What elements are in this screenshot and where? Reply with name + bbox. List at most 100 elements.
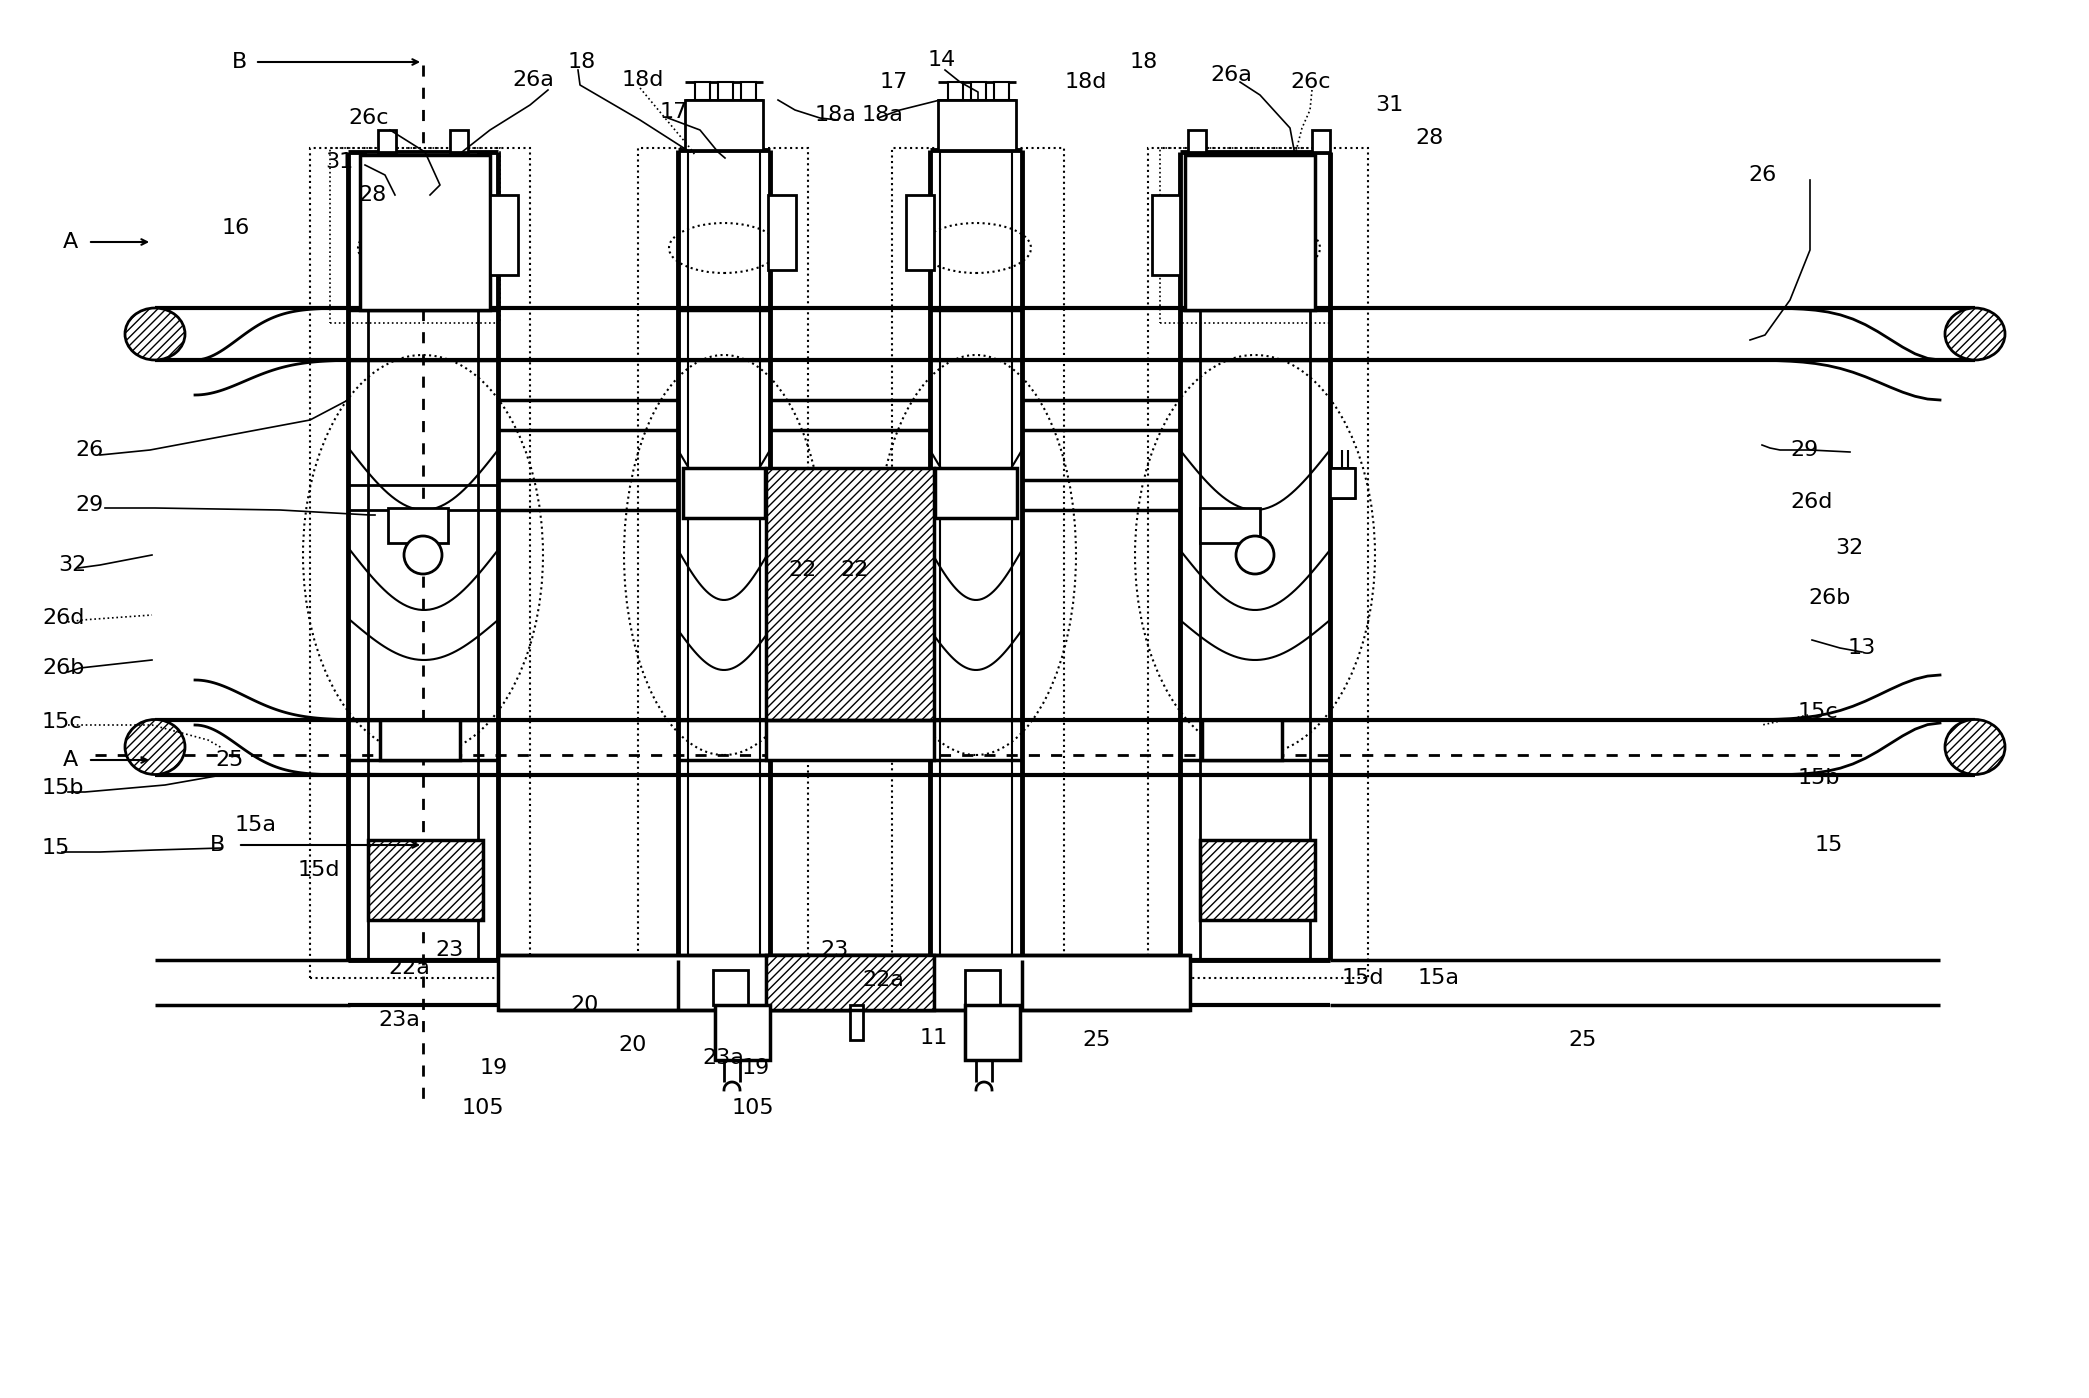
Bar: [965, 1005, 1019, 1060]
Bar: [892, 148, 1063, 979]
Ellipse shape: [125, 720, 186, 774]
Text: 26a: 26a: [1210, 64, 1251, 85]
Bar: [725, 1005, 737, 1040]
Bar: [1159, 148, 1331, 323]
Text: 26: 26: [75, 440, 102, 460]
Text: 26b: 26b: [42, 658, 84, 678]
Text: 15: 15: [1815, 835, 1842, 856]
Bar: [994, 82, 1009, 101]
Bar: [1201, 720, 1283, 761]
Bar: [965, 1005, 1019, 1060]
Text: 26d: 26d: [42, 608, 84, 628]
Bar: [1331, 468, 1356, 498]
Bar: [330, 148, 499, 323]
Bar: [767, 955, 934, 1009]
Text: 15d: 15d: [299, 860, 341, 879]
Bar: [976, 1005, 988, 1040]
Text: 18a: 18a: [863, 105, 905, 124]
Text: 29: 29: [1790, 440, 1817, 460]
Text: 16: 16: [221, 218, 251, 238]
Text: 19: 19: [742, 1058, 771, 1078]
Bar: [637, 148, 808, 979]
Text: 14: 14: [928, 50, 957, 70]
Text: 20: 20: [618, 1035, 646, 1055]
Bar: [965, 970, 1001, 1005]
Text: 29: 29: [75, 495, 102, 514]
Text: 31: 31: [326, 152, 353, 172]
Bar: [1312, 130, 1331, 152]
Bar: [907, 194, 934, 270]
Text: A: A: [63, 749, 77, 770]
Text: 25: 25: [1569, 1030, 1596, 1050]
Text: 15a: 15a: [234, 815, 278, 835]
Bar: [380, 720, 460, 761]
Bar: [368, 840, 483, 920]
Bar: [850, 1005, 863, 1040]
Text: 17: 17: [879, 73, 909, 92]
Bar: [767, 468, 934, 720]
Text: 26c: 26c: [349, 108, 389, 129]
Bar: [948, 82, 963, 101]
Text: 105: 105: [462, 1097, 506, 1118]
Bar: [714, 1005, 771, 1060]
Text: 22: 22: [788, 561, 817, 580]
Text: 26d: 26d: [1790, 492, 1832, 512]
Text: 22a: 22a: [863, 970, 905, 990]
Text: 15c: 15c: [1799, 702, 1838, 721]
Bar: [767, 955, 934, 1009]
Text: 26a: 26a: [512, 70, 554, 89]
Text: 15a: 15a: [1418, 967, 1460, 988]
Bar: [389, 507, 447, 542]
Text: 20: 20: [570, 995, 597, 1015]
Text: 15d: 15d: [1341, 967, 1385, 988]
Bar: [359, 155, 491, 310]
Bar: [1184, 155, 1314, 310]
Text: 17: 17: [660, 102, 687, 122]
Text: 18: 18: [1130, 52, 1157, 73]
Text: 15b: 15b: [42, 779, 84, 798]
Text: 23: 23: [435, 939, 464, 960]
Bar: [1199, 507, 1260, 542]
Text: 25: 25: [215, 749, 244, 770]
Text: B: B: [232, 52, 247, 73]
Bar: [767, 720, 934, 761]
Bar: [366, 152, 478, 180]
Bar: [1151, 194, 1180, 275]
Ellipse shape: [403, 535, 443, 575]
Ellipse shape: [1945, 308, 2005, 361]
Text: 26: 26: [1748, 165, 1776, 185]
Bar: [1199, 840, 1314, 920]
Text: 13: 13: [1849, 637, 1876, 658]
Bar: [742, 82, 756, 101]
Bar: [368, 840, 483, 920]
Text: 22: 22: [840, 561, 869, 580]
Ellipse shape: [1945, 720, 2005, 774]
Text: 18d: 18d: [1065, 73, 1107, 92]
Text: 15b: 15b: [1799, 768, 1840, 788]
Bar: [683, 468, 765, 519]
Bar: [938, 101, 1015, 150]
Bar: [712, 970, 748, 1005]
Text: 22a: 22a: [389, 958, 430, 979]
Bar: [1149, 148, 1368, 979]
Text: 23: 23: [821, 939, 848, 960]
Text: 28: 28: [357, 185, 386, 206]
Bar: [685, 101, 762, 150]
Bar: [491, 194, 518, 275]
Text: 105: 105: [731, 1097, 775, 1118]
Bar: [965, 970, 1001, 1005]
Text: 26c: 26c: [1291, 73, 1331, 92]
Bar: [449, 130, 468, 152]
Text: 32: 32: [58, 555, 86, 575]
Text: 23a: 23a: [378, 1009, 420, 1030]
Bar: [767, 468, 934, 720]
Bar: [696, 82, 710, 101]
Bar: [714, 1005, 771, 1060]
Ellipse shape: [1237, 535, 1274, 575]
Bar: [719, 82, 733, 101]
Ellipse shape: [125, 308, 186, 361]
Text: 26b: 26b: [1807, 589, 1851, 608]
Bar: [497, 955, 1191, 1009]
Text: 25: 25: [1082, 1030, 1111, 1050]
Text: A: A: [63, 232, 77, 252]
